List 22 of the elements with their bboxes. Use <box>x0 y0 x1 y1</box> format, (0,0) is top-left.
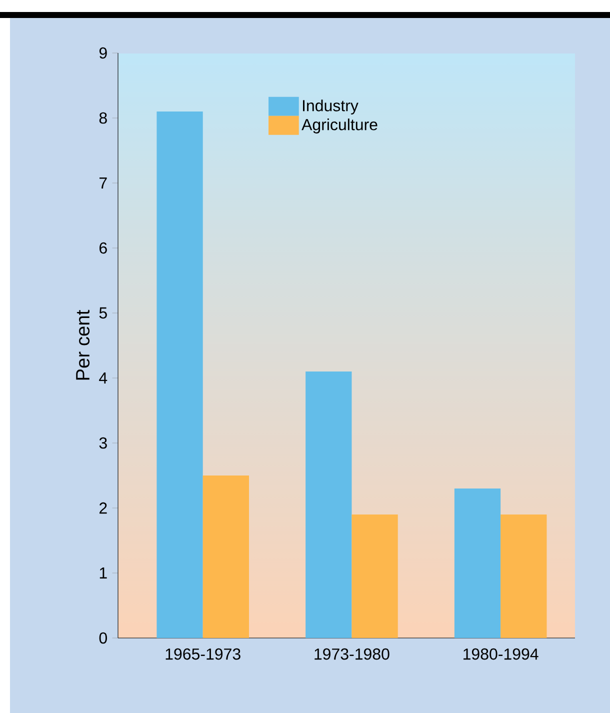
legend-label: Agriculture <box>302 118 378 134</box>
x-tick-label: 1980-1994 <box>464 648 538 660</box>
y-tick-label: 0 <box>99 632 107 644</box>
y-tick-label: 2 <box>99 502 107 514</box>
x-tick-label: 1965-1973 <box>166 648 240 660</box>
bar <box>454 488 501 638</box>
bar <box>306 372 352 638</box>
legend-label: Industry <box>303 100 358 114</box>
x-tick-label: 1973-1980 <box>314 648 390 660</box>
y-tick-label: 7 <box>100 178 107 189</box>
bar <box>156 112 203 638</box>
bar <box>202 476 249 638</box>
y-tick-label: 1 <box>100 568 107 579</box>
y-tick-label: 3 <box>99 437 107 449</box>
y-tick-label: 9 <box>99 47 107 59</box>
y-tick-label: 8 <box>99 112 107 124</box>
y-tick-label: 4 <box>99 372 108 384</box>
bar <box>500 514 547 638</box>
bar <box>352 514 398 638</box>
y-tick-label: 6 <box>100 242 107 254</box>
y-axis-title: Per cent <box>76 310 90 380</box>
y-tick-label: 5 <box>99 307 107 319</box>
